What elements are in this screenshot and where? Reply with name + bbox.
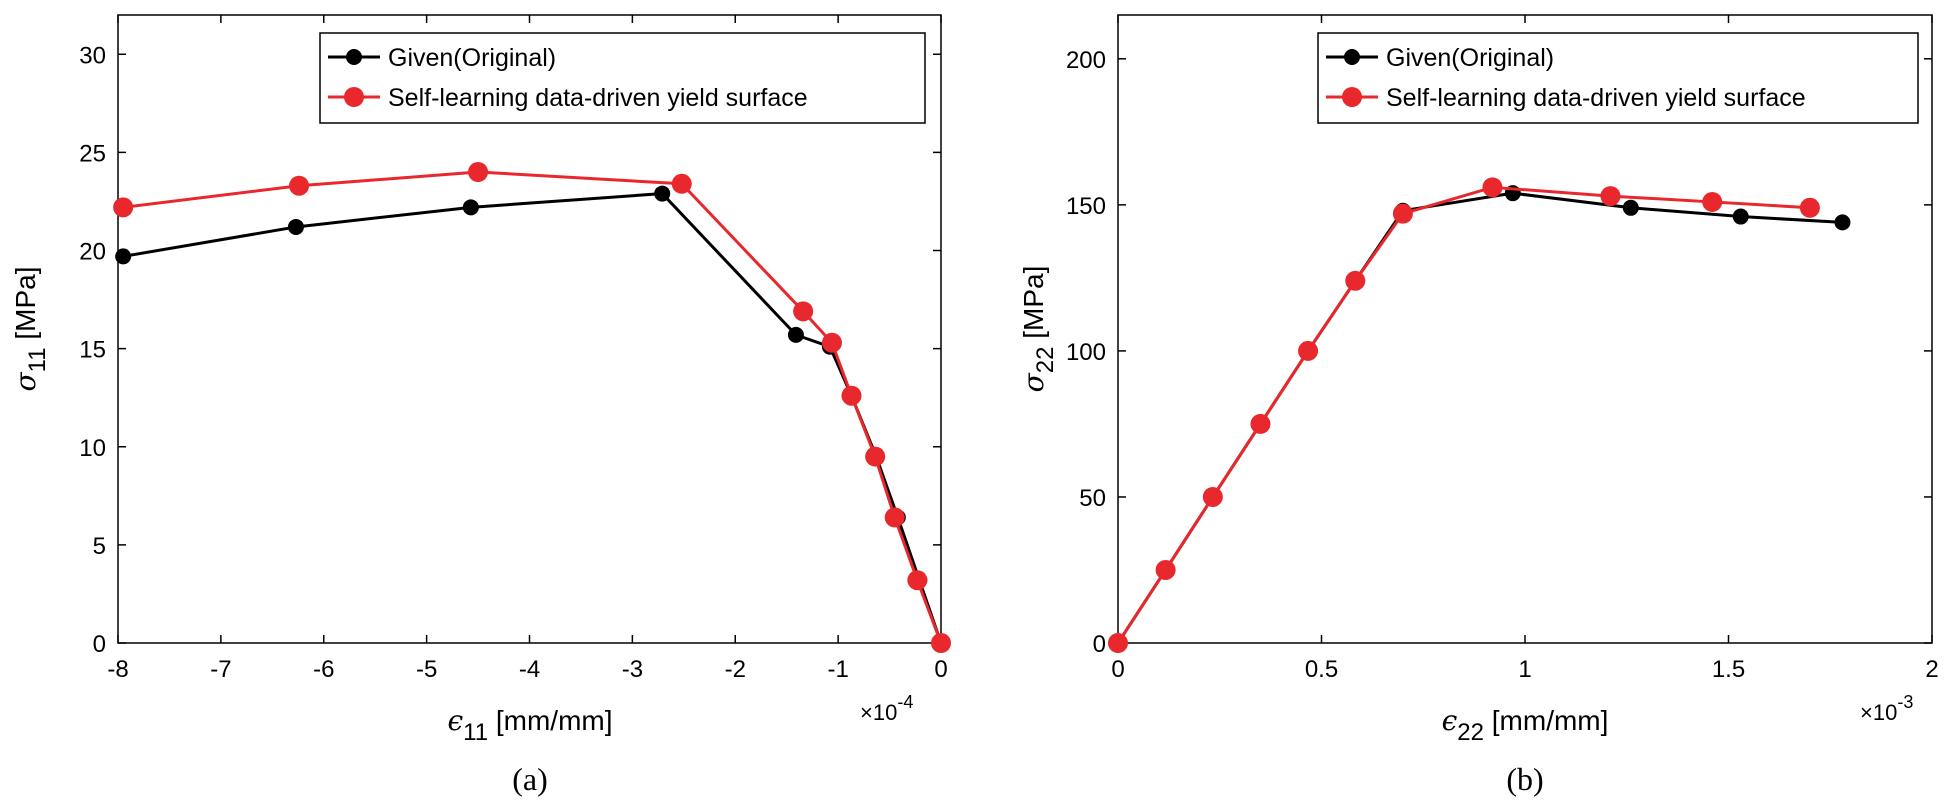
y-tick-label: 200: [1066, 47, 1106, 74]
y-tick-label: 150: [1066, 193, 1106, 220]
y-tick-label: 15: [79, 337, 106, 364]
data-point-self-learning: [1202, 486, 1223, 507]
chart-panel-a: -8 -7 -6 -5 -4 -3 -2 -1 0 0 5 10 15 20 25 30 Given(Origi…: [9, 14, 951, 797]
data-point-given: [1834, 214, 1851, 231]
y-axis-subscript: 22: [1032, 347, 1059, 374]
data-point-self-learning: [841, 385, 862, 406]
data-point-self-learning: [884, 507, 905, 528]
x-axis-multiplier-base: ×10: [1860, 700, 1897, 725]
data-point-given: [1732, 208, 1749, 225]
y-axis-unit: [MPa]: [1018, 266, 1049, 347]
legend-box: [1317, 32, 1919, 124]
y-tick-label: 30: [79, 42, 106, 69]
x-tick-label: -7: [210, 656, 231, 683]
data-point-given: [115, 248, 132, 265]
y-axis-unit: [MPa]: [10, 267, 41, 348]
y-tick-label: 10: [79, 435, 106, 462]
x-axis-multiplier: ×10-4: [860, 692, 913, 725]
data-point-self-learning: [1345, 270, 1366, 291]
x-axis-multiplier: ×10-3: [1860, 692, 1913, 725]
legend-marker: [346, 49, 362, 65]
y-tick-label: 25: [79, 140, 106, 167]
data-point-given: [462, 199, 479, 216]
x-axis-symbol: ϵ: [1442, 704, 1458, 737]
legend-marker: [1344, 49, 1360, 65]
data-point-self-learning: [931, 633, 951, 653]
x-axis-unit: [mm/mm]: [1484, 705, 1608, 736]
y-axis-label: σ22 [MPa]: [1017, 266, 1059, 393]
data-point-self-learning: [1392, 203, 1413, 224]
x-axis-unit: [mm/mm]: [488, 705, 612, 736]
data-point-self-learning: [1155, 559, 1176, 580]
legend-marker: [1342, 87, 1362, 107]
legend-label: Given(Original): [1386, 44, 1554, 72]
panel-caption: (b): [1506, 761, 1543, 797]
data-point-self-learning: [1108, 633, 1128, 653]
x-axis-multiplier-base: ×10: [860, 700, 897, 725]
y-tick-label: 5: [93, 533, 106, 560]
chart-panel-b: 0 0.5 1 1.5 2 0 50 100 150 200 Given(Original) Self…: [1017, 14, 1939, 797]
y-axis-symbol: σ: [9, 371, 42, 391]
data-point-self-learning: [1600, 186, 1621, 207]
x-tick-label: -3: [622, 656, 643, 683]
y-tick-label: 50: [1079, 485, 1106, 512]
data-point-self-learning: [865, 446, 886, 467]
x-tick-label: -2: [725, 656, 746, 683]
x-tick-label: -5: [416, 656, 437, 683]
x-axis-multiplier-exponent: -4: [897, 692, 913, 712]
data-point-given: [654, 185, 671, 202]
legend-box: [319, 32, 926, 124]
y-tick-label: 100: [1066, 339, 1106, 366]
x-tick-label: 2: [1925, 656, 1938, 683]
x-axis-subscript: 11: [463, 719, 488, 746]
data-point-self-learning: [1250, 413, 1271, 434]
data-point-self-learning: [821, 332, 842, 353]
y-axis-symbol: σ: [1017, 372, 1050, 392]
legend-label: Self-learning data-driven yield surface: [388, 84, 808, 112]
x-tick-label: -6: [313, 656, 334, 683]
x-tick-label: 1: [1518, 656, 1531, 683]
x-tick-label: -1: [827, 656, 848, 683]
data-point-self-learning: [1799, 197, 1820, 218]
data-point-given: [787, 326, 804, 343]
x-axis-label: ϵ22 [mm/mm]: [1442, 704, 1609, 746]
x-tick-label: -8: [107, 656, 128, 683]
x-axis-label: ϵ11 [mm/mm]: [447, 704, 612, 746]
y-axis-subscript: 11: [24, 347, 51, 372]
data-point-self-learning: [1298, 340, 1319, 361]
x-tick-label: -4: [519, 656, 540, 683]
y-tick-label: 20: [79, 239, 106, 266]
data-point-self-learning: [289, 175, 310, 196]
x-axis-multiplier-exponent: -3: [1897, 692, 1913, 712]
legend-marker: [344, 87, 364, 107]
panel-caption: (a): [512, 761, 548, 797]
legend-label: Self-learning data-driven yield surface: [1386, 84, 1806, 112]
data-point-self-learning: [1482, 177, 1503, 198]
data-point-self-learning: [907, 570, 928, 591]
y-tick-label: 0: [93, 631, 106, 658]
data-point-given: [287, 218, 304, 235]
x-tick-label: 0: [1111, 656, 1124, 683]
data-point-given: [1622, 199, 1639, 216]
data-point-self-learning: [1702, 191, 1723, 212]
legend-label: Given(Original): [388, 44, 556, 72]
x-axis-symbol: ϵ: [447, 704, 463, 737]
data-point-self-learning: [793, 301, 814, 322]
y-tick-label: 0: [1093, 631, 1106, 658]
data-point-self-learning: [468, 162, 489, 182]
x-axis-subscript: 22: [1457, 719, 1484, 746]
x-tick-label: 0: [934, 656, 947, 683]
y-axis-label: σ11 [MPa]: [9, 267, 51, 392]
x-tick-label: 0.5: [1305, 656, 1338, 683]
data-point-self-learning: [113, 197, 134, 218]
x-tick-label: 1.5: [1712, 656, 1745, 683]
data-point-self-learning: [671, 173, 692, 194]
